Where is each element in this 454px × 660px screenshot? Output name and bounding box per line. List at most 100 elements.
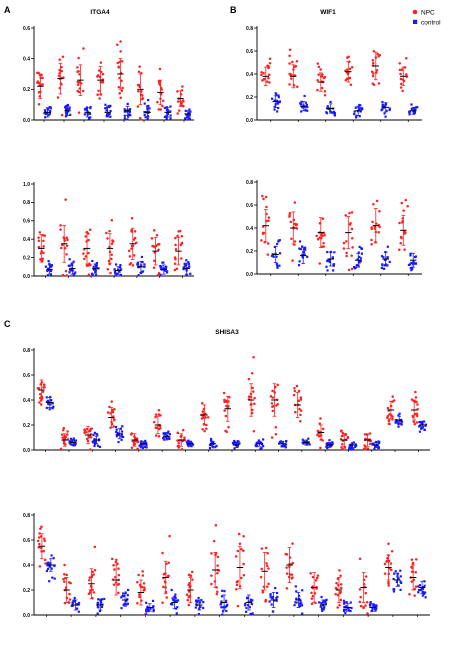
npc-point xyxy=(415,400,418,404)
npc-point xyxy=(368,442,372,446)
npc-point xyxy=(364,575,368,578)
npc-point xyxy=(110,557,114,561)
npc-point xyxy=(191,570,194,574)
npc-point xyxy=(269,394,273,398)
npc-point xyxy=(38,542,41,546)
control-point xyxy=(413,111,417,114)
y-tick-label: 0.8 xyxy=(246,180,253,186)
y-tick-label: 0.6 xyxy=(23,219,30,225)
control-point xyxy=(44,116,47,119)
npc-point xyxy=(389,562,393,565)
npc-point xyxy=(236,579,240,583)
npc-point xyxy=(271,409,275,413)
control-point xyxy=(87,111,90,115)
npc-point xyxy=(87,251,90,255)
npc-point xyxy=(322,76,326,80)
npc-point xyxy=(96,74,100,77)
control-point xyxy=(352,448,355,451)
npc-point xyxy=(347,268,351,272)
control-point xyxy=(420,422,423,425)
control-point xyxy=(358,108,361,111)
control-point xyxy=(94,268,97,271)
control-point xyxy=(303,246,307,249)
control-point xyxy=(386,245,389,248)
control-point xyxy=(143,113,146,117)
npc-point xyxy=(288,72,291,76)
control-point xyxy=(105,109,108,112)
npc-point xyxy=(348,67,352,71)
control-point xyxy=(152,605,155,608)
npc-point xyxy=(291,259,294,262)
npc-point xyxy=(252,430,256,433)
npc-point xyxy=(240,576,243,580)
control-point xyxy=(114,272,117,275)
control-point xyxy=(392,577,395,581)
control-point xyxy=(345,601,348,604)
npc-point xyxy=(321,217,325,221)
npc-point xyxy=(127,249,131,253)
control-point xyxy=(69,113,72,116)
control-point xyxy=(385,109,388,112)
control-point xyxy=(306,255,309,258)
control-point xyxy=(412,107,416,110)
npc-point xyxy=(88,578,91,582)
npc-point xyxy=(234,555,238,558)
control-point xyxy=(233,447,236,450)
control-point xyxy=(126,598,129,601)
control-point xyxy=(109,109,112,113)
npc-point xyxy=(66,238,69,242)
control-point xyxy=(183,262,186,265)
control-point xyxy=(169,117,172,120)
npc-point xyxy=(252,390,255,393)
npc-point xyxy=(119,40,122,43)
control-point xyxy=(92,265,95,268)
control-point xyxy=(46,562,49,565)
control-point xyxy=(306,109,309,112)
npc-point xyxy=(334,592,337,596)
control-point xyxy=(374,606,377,609)
control-point xyxy=(332,263,335,266)
control-point xyxy=(89,107,92,110)
npc-point xyxy=(88,429,91,433)
npc-point xyxy=(65,573,68,577)
npc-point xyxy=(267,216,271,219)
npc-point xyxy=(140,585,144,589)
control-point xyxy=(43,112,46,115)
control-point xyxy=(100,603,103,606)
control-point xyxy=(358,103,361,107)
control-point xyxy=(343,605,346,609)
control-point xyxy=(276,266,279,269)
control-point xyxy=(359,260,362,263)
npc-point xyxy=(235,583,239,587)
npc-point xyxy=(262,197,265,201)
control-point xyxy=(166,437,169,440)
npc-point xyxy=(261,194,264,198)
control-point xyxy=(353,110,356,113)
control-point xyxy=(395,580,398,583)
control-point xyxy=(93,440,96,443)
control-point xyxy=(294,585,297,588)
control-point xyxy=(68,268,72,271)
control-point xyxy=(163,438,166,441)
control-point xyxy=(67,264,70,267)
control-point xyxy=(360,108,364,111)
control-point xyxy=(221,589,224,592)
control-point xyxy=(399,419,402,422)
control-point xyxy=(147,98,150,102)
control-point xyxy=(138,444,141,447)
control-point xyxy=(93,437,96,441)
control-point xyxy=(188,114,191,117)
npc-point xyxy=(242,534,245,538)
control-point xyxy=(333,112,337,115)
npc-point xyxy=(177,109,181,112)
control-point xyxy=(304,101,307,104)
npc-point xyxy=(252,356,255,359)
control-point xyxy=(91,440,94,443)
control-point xyxy=(98,609,102,613)
control-point xyxy=(354,443,357,446)
control-point xyxy=(283,444,286,447)
npc-point xyxy=(414,390,417,394)
npc-point xyxy=(414,570,418,574)
chart-2: 0.0 0.2 0.4 0.6 0.8 1.0 xyxy=(23,182,194,280)
npc-point xyxy=(398,68,402,72)
